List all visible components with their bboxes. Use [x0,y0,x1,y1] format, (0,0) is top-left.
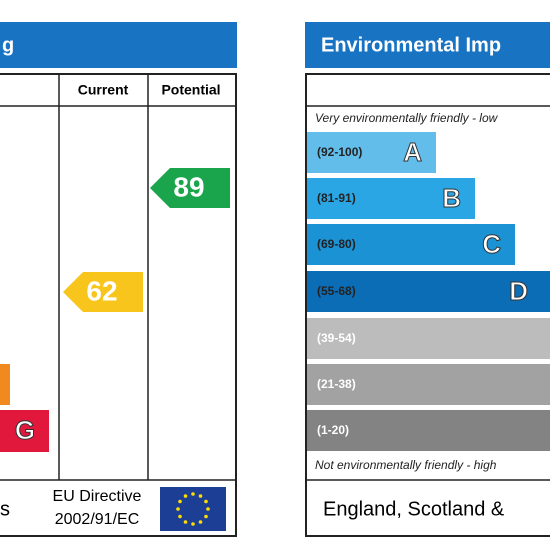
band [307,132,436,173]
eu-star [176,507,180,511]
title-bar [0,22,237,68]
band [0,410,49,452]
eu-star [198,494,203,498]
band [0,364,10,405]
directive: EU Directive [53,488,142,505]
column-header: Potential [161,82,220,98]
band-range: (55-68) [317,284,356,298]
panel-title: Environmental Imp [321,34,501,56]
potential-arrow [150,168,230,208]
eu-star [204,499,208,504]
band-range: (92-100) [317,145,362,159]
eu-star [204,514,208,519]
title-bar [305,22,550,68]
band [307,178,475,219]
band-range: (1-20) [317,423,349,437]
band-range: (39-54) [317,331,356,345]
panel-title: g [2,34,14,56]
eu-star [198,520,203,524]
eu-star [178,499,182,504]
current-rating: 62 [86,275,117,306]
bottom-note: Not environmentally friendly - high [315,458,497,472]
current-arrow [63,272,143,312]
band-letter: A [403,137,422,167]
band [307,224,515,265]
band-range: (81-91) [317,191,356,205]
band-letter: C [482,229,501,259]
eu-star [191,522,195,526]
band-letter: D [509,276,528,306]
eu-star [183,494,188,498]
panel-frame [0,73,237,537]
footer-text: s [0,498,10,520]
column-header: Current [78,82,129,98]
footer-text: England, Scotland & [323,498,505,520]
band-range: (69-80) [317,237,356,251]
band-letter: G [15,415,35,445]
band [307,318,550,359]
band-range: (21-38) [317,377,356,391]
eu-star [206,507,210,511]
eu-star [183,520,188,524]
potential-rating: 89 [173,171,204,202]
eu-star [191,492,195,496]
directive: 2002/91/EC [55,511,140,528]
panel-frame [305,73,550,537]
band [307,410,550,451]
band-letter: B [442,183,461,213]
eu-star [178,514,182,519]
top-note: Very environmentally friendly - low [315,111,499,125]
band [307,364,550,405]
band [307,271,550,312]
